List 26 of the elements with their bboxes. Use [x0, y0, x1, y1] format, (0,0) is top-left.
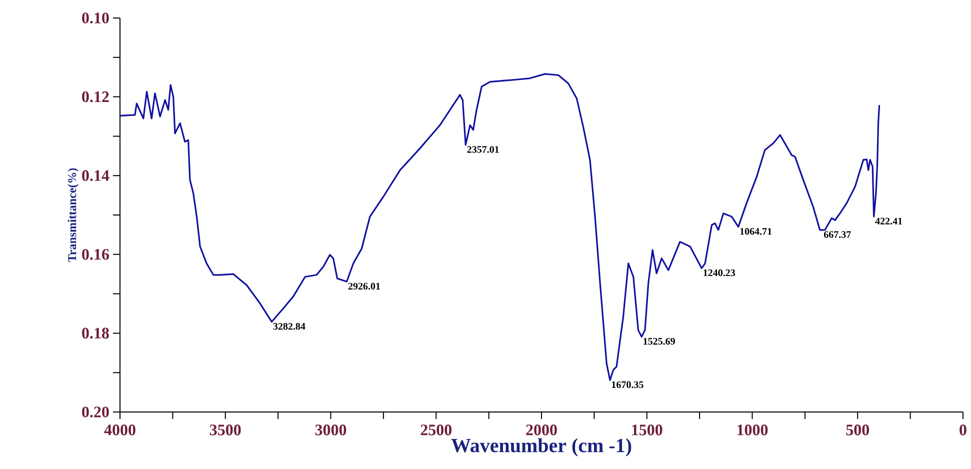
annotation: 1240.23 [704, 269, 736, 276]
annotation: 2926.01 [348, 282, 380, 290]
y-tick-label: 0.20 [82, 406, 109, 418]
x-tick-label: 2500 [420, 424, 452, 436]
x-tick-label: 1000 [738, 424, 768, 436]
y-tick-label: 0.12 [82, 91, 109, 102]
annotation: 1670.35 [612, 381, 644, 388]
annotation: 3282.84 [273, 322, 306, 330]
annotation: 1064.71 [740, 228, 772, 235]
y-tick-label: 0.14 [82, 170, 110, 182]
annotation: 2357.01 [467, 146, 499, 153]
x-tick-label: 500 [846, 424, 870, 436]
y-axis-title: Transmittance(%) [68, 168, 79, 262]
annotation: 667.37 [824, 231, 851, 238]
x-tick-label: 2000 [526, 424, 557, 436]
x-tick-label: 4000 [104, 424, 136, 436]
y-tick-label: 0.10 [82, 12, 109, 24]
annotation: 1525.69 [644, 338, 675, 345]
x-tick-label: 3000 [315, 424, 346, 436]
y-tick-label: 0.16 [82, 248, 109, 260]
x-tick-label: 3500 [210, 424, 241, 436]
y-tick-label: 0.18 [82, 328, 109, 339]
annotation: 422.41 [875, 218, 902, 225]
x-tick-label: 1500 [632, 424, 662, 436]
x-axis-title: Wavenumber (cm -1) [451, 438, 632, 456]
x-tick-label: 0 [960, 424, 966, 436]
